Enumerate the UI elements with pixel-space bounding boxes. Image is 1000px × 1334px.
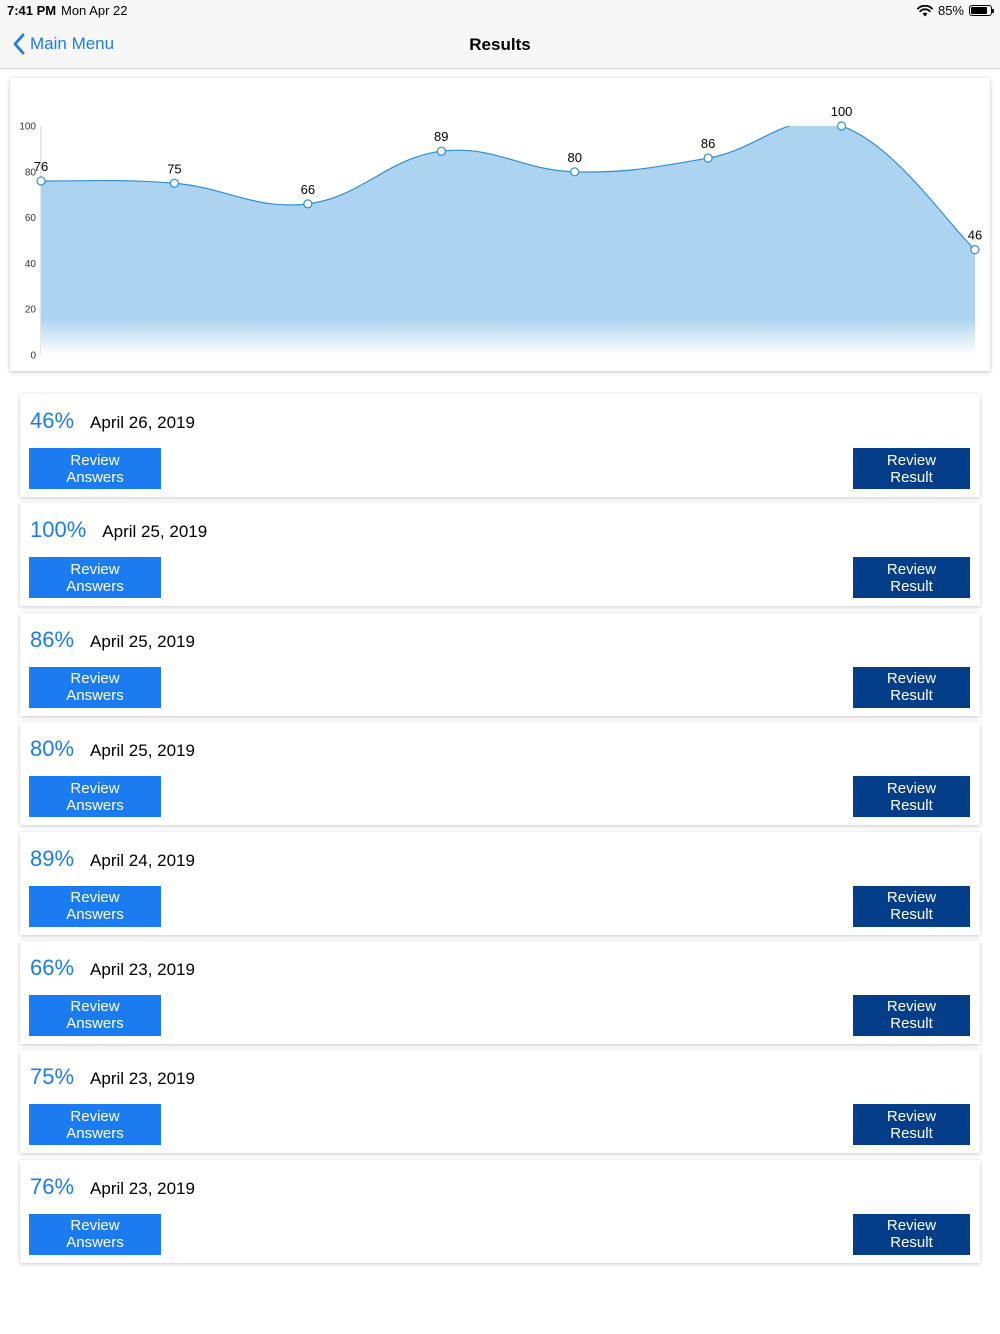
wifi-icon (916, 4, 933, 16)
data-label: 86 (701, 136, 715, 151)
status-time: 7:41 PM (7, 3, 57, 18)
review-result-button[interactable]: Review Result (853, 448, 970, 489)
result-date: April 25, 2019 (102, 522, 208, 542)
y-tick-label: 20 (25, 305, 37, 316)
result-card: 89% April 24, 2019 Review Answers Review Re… (20, 831, 980, 935)
review-result-button[interactable]: Review Result (853, 776, 970, 818)
data-label: 46 (968, 228, 982, 243)
review-answers-button[interactable]: Review Answers (29, 666, 161, 708)
review-answers-button[interactable]: Review Answers (29, 448, 161, 489)
result-header: 86% April 25, 2019 (30, 627, 195, 653)
result-date: April 25, 2019 (90, 631, 195, 651)
review-answers-button[interactable]: Review Answers (29, 885, 161, 927)
result-header: 89% April 24, 2019 (30, 846, 195, 872)
data-label: 76 (34, 159, 48, 174)
result-card: 46% April 26, 2019 Review Answers Review Re… (20, 394, 980, 497)
data-label: 100 (831, 104, 853, 119)
result-score: 75% (30, 1064, 75, 1090)
result-header: 76% April 23, 2019 (30, 1174, 195, 1200)
result-date: April 25, 2019 (90, 741, 195, 761)
series-area (41, 126, 975, 355)
data-label: 66 (301, 182, 315, 197)
chevron-left-icon (13, 33, 25, 55)
data-point (970, 245, 980, 255)
data-point (836, 121, 847, 131)
results-list: 46% April 26, 2019 Review Answers Review Re… (20, 394, 980, 1269)
result-score: 86% (30, 626, 75, 652)
result-score: 89% (30, 845, 75, 871)
result-date: April 23, 2019 (90, 1178, 195, 1198)
review-result-button[interactable]: Review Result (853, 1213, 970, 1255)
data-point (436, 146, 446, 156)
series-line (41, 126, 976, 251)
review-answers-button[interactable]: Review Answers (29, 557, 161, 599)
data-point (303, 199, 313, 209)
result-score: 76% (30, 1173, 75, 1199)
result-header: 46% April 26, 2019 (30, 408, 195, 434)
result-date: April 26, 2019 (90, 413, 195, 432)
battery-icon (969, 5, 994, 16)
result-card: 80% April 25, 2019 Review Answers Review Re… (20, 722, 980, 826)
result-card: 75% April 23, 2019 Review Answers Review Re… (20, 1050, 980, 1154)
data-point (36, 176, 46, 186)
result-score: 46% (30, 408, 75, 433)
review-answers-button[interactable]: Review Answers (29, 994, 161, 1036)
result-score: 66% (30, 954, 75, 980)
y-tick-label: 40 (25, 259, 37, 270)
back-label: Main Menu (30, 34, 115, 53)
result-header: 75% April 23, 2019 (30, 1064, 195, 1090)
review-answers-button[interactable]: Review Answers (29, 1213, 161, 1255)
result-date: April 24, 2019 (90, 850, 195, 870)
page-title: Results (469, 35, 531, 54)
y-tick-label: 100 (19, 122, 36, 133)
result-header: 66% April 23, 2019 (30, 955, 195, 981)
result-card: 66% April 23, 2019 Review Answers Review Re… (20, 940, 980, 1044)
result-card: 76% April 23, 2019 Review Answers Review Re… (20, 1159, 980, 1263)
result-date: April 23, 2019 (90, 959, 195, 979)
data-point (169, 178, 180, 188)
result-date: April 23, 2019 (90, 1069, 195, 1089)
data-label: 80 (567, 150, 581, 165)
y-tick-label: 0 (30, 351, 36, 362)
back-button[interactable]: Main Menu (12, 33, 114, 55)
result-header: 80% April 25, 2019 (30, 736, 195, 762)
data-point (703, 153, 713, 163)
status-indicators: 85% (916, 3, 994, 18)
review-answers-button[interactable]: Review Answers (29, 776, 161, 818)
review-result-button[interactable]: Review Result (853, 557, 970, 599)
result-score: 80% (30, 736, 75, 762)
review-answers-button[interactable]: Review Answers (29, 1104, 161, 1146)
review-result-button[interactable]: Review Result (853, 885, 970, 927)
review-result-button[interactable]: Review Result (853, 994, 970, 1036)
status-date: Mon Apr 22 (61, 3, 128, 18)
review-result-button[interactable]: Review Result (853, 666, 970, 708)
result-score: 100% (30, 517, 87, 543)
battery-level (971, 7, 988, 14)
results-chart: 0 20 40 60 80 100 76 75 66 89 80 86 100 46 (10, 78, 990, 371)
y-tick-label: 60 (25, 213, 37, 224)
data-label: 75 (167, 161, 181, 176)
result-card: 86% April 25, 2019 Review Answers Review Re… (20, 612, 980, 716)
result-card: 100% April 25, 2019 Review Answers Review R… (20, 503, 980, 607)
data-label: 89 (434, 129, 448, 144)
navigation-bar: Main Menu Results (0, 22, 1000, 69)
status-bar: 7:41 PM Mon Apr 22 85% (0, 0, 1000, 22)
data-point (570, 167, 580, 177)
area-chart: 0 20 40 60 80 100 76 75 66 89 80 86 100 46 (19, 104, 982, 362)
battery-percent: 85% (937, 3, 964, 18)
review-result-button[interactable]: Review Result (853, 1104, 970, 1146)
result-header: 100% April 25, 2019 (30, 517, 207, 543)
y-tick-label: 80 (25, 167, 37, 178)
